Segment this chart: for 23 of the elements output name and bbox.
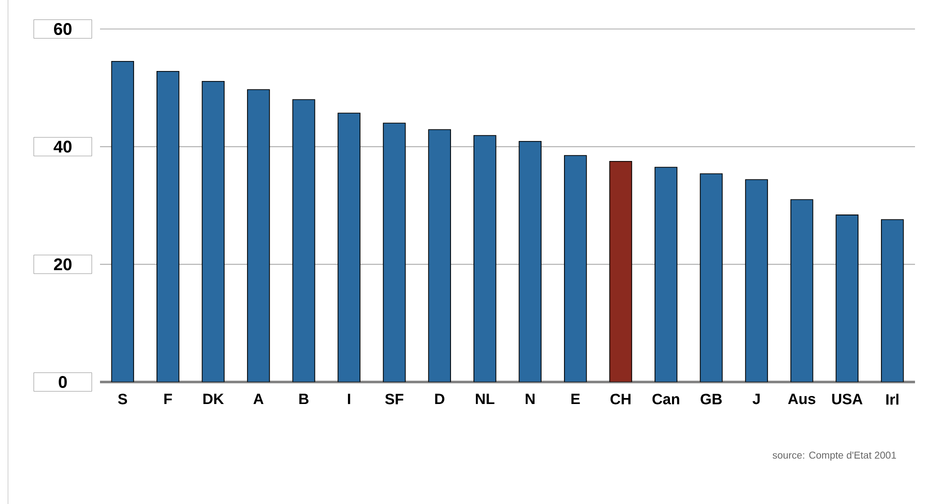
x-tick-label: GB bbox=[700, 394, 722, 404]
y-tick-label: 20 bbox=[54, 258, 72, 270]
x-tick-label: S bbox=[118, 394, 128, 404]
x-tick-label: SF bbox=[385, 394, 404, 404]
y-tick-label: 60 bbox=[54, 23, 72, 35]
x-tick-label: F bbox=[164, 394, 172, 404]
x-tick-label: DK bbox=[203, 394, 224, 404]
x-tick-label: E bbox=[571, 394, 580, 404]
x-tick-label: J bbox=[752, 394, 760, 404]
x-tick-label: CH bbox=[610, 394, 630, 404]
source-note: source: Compte d'Etat 2001 bbox=[772, 451, 896, 461]
x-tick-label: NL bbox=[476, 394, 494, 404]
x-tick-label: I bbox=[348, 394, 350, 404]
y-tick-label: 0 bbox=[58, 376, 67, 388]
x-tick-label: Irl bbox=[886, 394, 898, 405]
x-tick-label: B bbox=[299, 394, 308, 404]
x-tick-label: A bbox=[253, 394, 264, 404]
x-tick-label: USA bbox=[832, 394, 862, 404]
x-tick-label: N bbox=[526, 394, 535, 404]
x-tick-label: D bbox=[435, 394, 444, 404]
x-tick-label: Aus bbox=[788, 394, 816, 404]
x-tick-label: Can bbox=[652, 394, 680, 404]
y-tick-label: 40 bbox=[54, 140, 72, 153]
